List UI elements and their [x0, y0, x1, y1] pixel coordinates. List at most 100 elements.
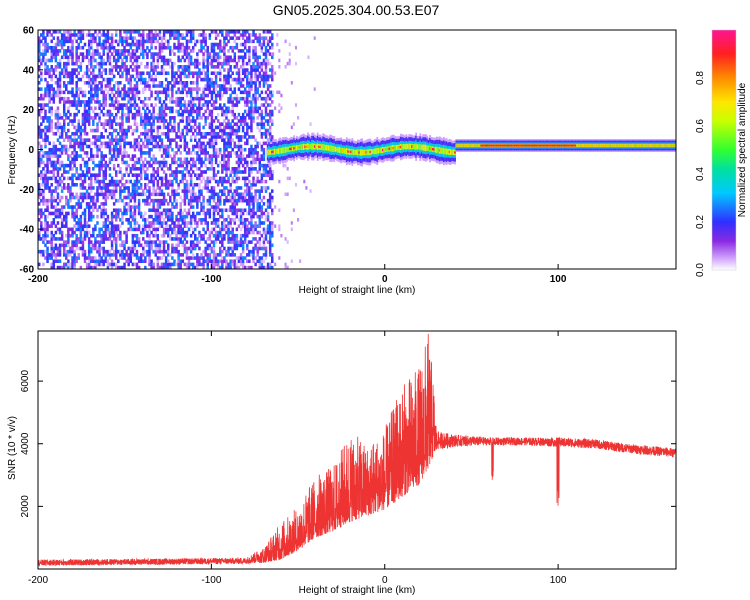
- heatmap-cell: [144, 122, 147, 126]
- heatmap-cell: [44, 182, 47, 187]
- heatmap-cell: [119, 103, 122, 107]
- heatmap-cell: [75, 202, 78, 206]
- heatmap-cell: [231, 240, 234, 244]
- heatmap-cell: [206, 45, 209, 50]
- heatmap-cell: [58, 154, 62, 158]
- heatmap-cell: [110, 71, 114, 76]
- heatmap-cell: [221, 214, 224, 219]
- heatmap-cell: [135, 109, 139, 114]
- heatmap-cell: [112, 87, 116, 91]
- heatmap-cell: [52, 45, 56, 50]
- heatmap-cell: [146, 39, 149, 44]
- heatmap-cell: [208, 202, 212, 206]
- heatmap-cell: [56, 122, 60, 126]
- heatmap-cell: [235, 144, 239, 149]
- heatmap-cell: [169, 33, 172, 37]
- heatmap-cell: [79, 192, 83, 197]
- heatmap-cell: [90, 198, 93, 203]
- heatmap-cell: [114, 112, 118, 117]
- heatmap-cell: [50, 221, 53, 225]
- heatmap-cell: [154, 218, 157, 222]
- heatmap-cell: [175, 224, 178, 228]
- heatmap-cell: [156, 262, 160, 267]
- heatmap-cell: [58, 179, 62, 184]
- heatmap-cell: [40, 189, 43, 193]
- heatmap-cell: [54, 208, 58, 213]
- heatmap-cell: [96, 135, 99, 139]
- heatmap-cell: [227, 265, 230, 269]
- heatmap-cell: [92, 65, 95, 69]
- heatmap-cell: [81, 147, 85, 152]
- heatmap-cell: [262, 103, 266, 107]
- heatmap-cell: [233, 112, 237, 117]
- heatmap-cell: [160, 167, 164, 171]
- heatmap-cell: [235, 42, 239, 47]
- heatmap-cell: [71, 87, 74, 91]
- heatmap-cell: [65, 131, 68, 136]
- heatmap-cell: [48, 170, 51, 174]
- heatmap-cell: [94, 205, 97, 209]
- heatmap-cell: [194, 39, 197, 44]
- heatmap-cell: [196, 106, 199, 111]
- heatmap-cell: [71, 230, 74, 235]
- heatmap-cell: [264, 100, 268, 104]
- heatmap-cell: [166, 138, 170, 142]
- heatmap-cell: [185, 265, 189, 269]
- heatmap-cell: [233, 170, 237, 174]
- heatmap-cell: [185, 68, 189, 72]
- heatmap-cell: [248, 58, 251, 63]
- heatmap-cell: [148, 160, 151, 165]
- heatmap-cell: [90, 182, 93, 187]
- heatmap-cell: [206, 202, 209, 206]
- heatmap-cell: [198, 176, 201, 181]
- heatmap-cell: [264, 131, 268, 136]
- heatmap-cell: [96, 144, 99, 149]
- heatmap-cell: [75, 176, 78, 181]
- heatmap-cell: [229, 141, 232, 146]
- heatmap-cell: [237, 100, 241, 104]
- heatmap-cell: [50, 262, 53, 267]
- heatmap-cell: [133, 58, 137, 63]
- heatmap-cell: [144, 128, 147, 133]
- heatmap-cell: [58, 259, 62, 264]
- heatmap-cell: [212, 189, 216, 193]
- heatmap-cell: [60, 71, 64, 76]
- heatmap-cell: [241, 176, 245, 181]
- heatmap-cell: [225, 230, 228, 235]
- heatmap-cell: [198, 138, 201, 142]
- heatmap-cell: [252, 112, 255, 117]
- heatmap-cell: [173, 205, 176, 209]
- heatmap-cell: [204, 103, 207, 107]
- heatmap-cell: [100, 259, 103, 264]
- heatmap-cell: [90, 233, 93, 238]
- heatmap-cell: [246, 39, 249, 44]
- heatmap-cell: [98, 160, 101, 165]
- heatmap-cell: [235, 160, 239, 165]
- heatmap-cell: [196, 195, 199, 200]
- heatmap-cell: [214, 259, 218, 264]
- heatmap-cell: [133, 214, 137, 219]
- heatmap-cell: [62, 68, 66, 72]
- heatmap-cell: [46, 103, 49, 107]
- heatmap-cell: [210, 96, 214, 101]
- heatmap-cell: [54, 230, 58, 235]
- heatmap-cell: [200, 45, 203, 50]
- heatmap-cell: [210, 167, 214, 171]
- heatmap-cell: [164, 179, 168, 184]
- heatmap-cell: [246, 202, 249, 206]
- heatmap-cell: [73, 144, 76, 149]
- heatmap-cell: [96, 84, 99, 88]
- heatmap-cell: [79, 125, 83, 130]
- heatmap-cell: [260, 163, 264, 168]
- heatmap-cell: [248, 195, 251, 200]
- heatmap-cell: [225, 249, 228, 254]
- heatmap-cell: [162, 163, 166, 168]
- heatmap-cell: [42, 198, 45, 203]
- heatmap-cell: [117, 84, 120, 88]
- heatmap-cell: [62, 119, 66, 123]
- heatmap-cell: [148, 256, 151, 260]
- heatmap-cell: [156, 265, 160, 269]
- heatmap-cell: [121, 128, 124, 133]
- heatmap-cell: [67, 39, 70, 44]
- heatmap-cell: [196, 198, 199, 203]
